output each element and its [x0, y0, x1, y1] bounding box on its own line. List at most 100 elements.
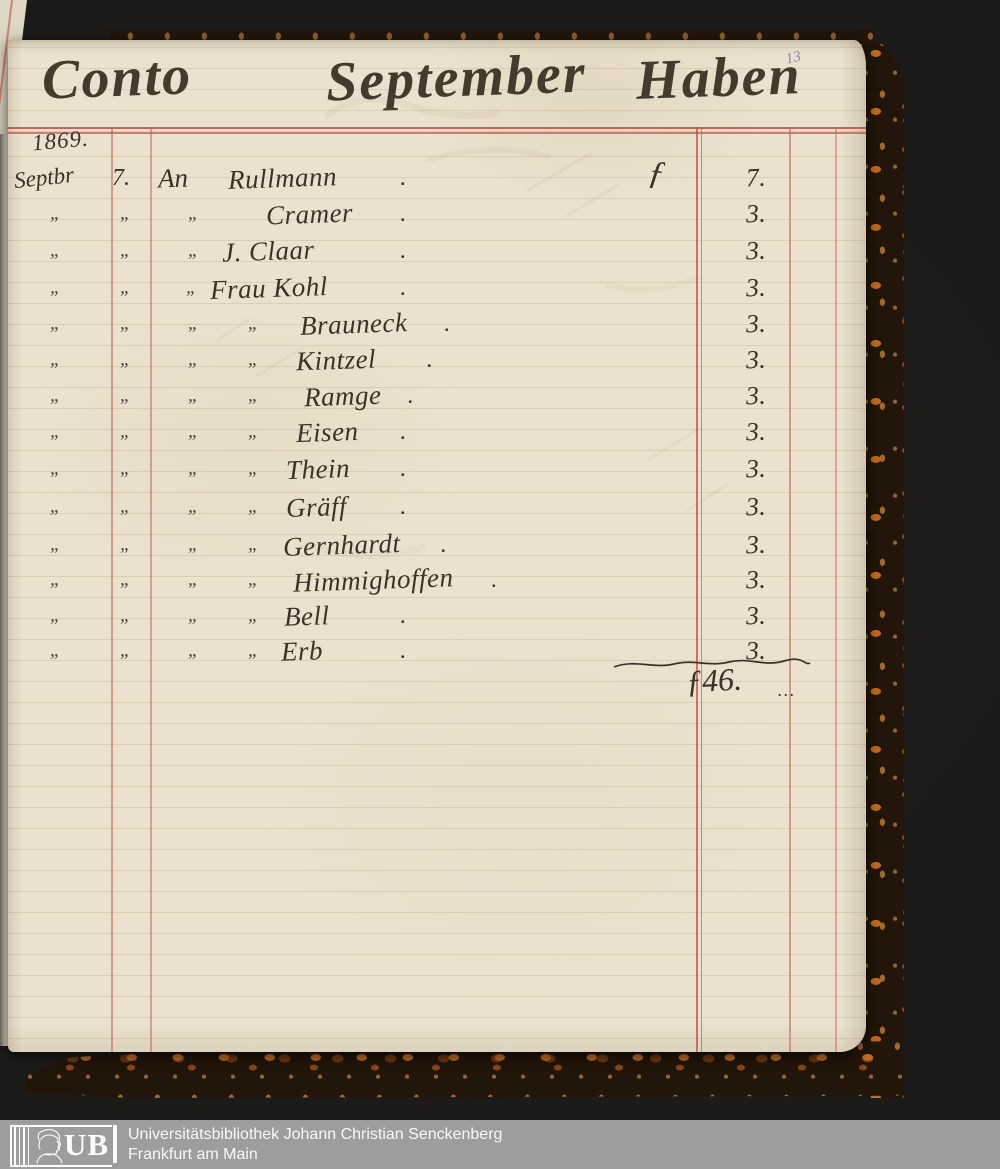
leader-dot: . — [400, 275, 406, 300]
goethe-portrait-icon — [36, 1128, 63, 1164]
entry-amount: 3. — [745, 198, 767, 229]
leader-dot: . — [400, 494, 406, 519]
date-cell: „ — [50, 569, 61, 590]
leader-dot: . — [400, 201, 406, 226]
ledger-row: „ „ „ „ Erb.... 3. — [8, 633, 866, 669]
date-cell: „ — [50, 605, 61, 626]
leader-dots: .. — [491, 562, 658, 598]
ditto-mark: „ — [188, 496, 199, 517]
leader-dot: . — [400, 638, 406, 663]
entry-name: Kintzel — [295, 343, 377, 377]
leader-dot: . — [400, 419, 406, 444]
ditto-mark: „ — [188, 240, 199, 261]
ditto-mark: „ — [248, 496, 259, 517]
leader-dot: . — [407, 383, 414, 408]
day-cell: „ — [120, 458, 131, 479]
ledger-row: „ „ „ „ Kintzel.... 3. — [8, 342, 866, 378]
entry-name: Himmighoffen — [292, 562, 454, 598]
library-name-line1: Universitätsbibliothek Johann Christian … — [128, 1126, 503, 1143]
entry-name: Rullmann — [227, 161, 338, 195]
date-cell: „ — [50, 240, 61, 261]
entry-name: Erb — [280, 635, 324, 667]
date-cell: „ — [50, 421, 61, 442]
leader-dot: . — [400, 165, 406, 190]
leader-dot: . — [400, 238, 406, 263]
ledger-row: „ „ „ „ Bell.... 3. — [8, 598, 866, 634]
day-cell: „ — [120, 496, 131, 517]
ub-logo: UB — [10, 1125, 112, 1167]
leader-dot: . — [400, 201, 406, 226]
ledger-row: „ „ „ „ Himmighoffen.. 3. — [8, 562, 866, 598]
entry-name: Gräff — [285, 490, 348, 524]
date-cell: „ — [50, 534, 61, 555]
day-cell: „ — [120, 421, 131, 442]
amount-column-rule-right — [789, 127, 791, 1052]
ledger-row: „ „ „ Frau Kohl.... 3. — [8, 270, 866, 306]
margin-rule-right — [835, 127, 837, 1052]
ditto-mark: „ — [248, 421, 259, 442]
entry-prefix: An — [157, 162, 189, 194]
date-column-rule — [111, 127, 113, 1052]
ditto-mark: „ — [248, 458, 259, 479]
date-cell: „ — [50, 203, 61, 224]
leader-dot: . — [400, 165, 406, 190]
ledger-row: „ „ „ „ Gernhardt... 3. — [8, 527, 866, 563]
header-rule-lower — [8, 132, 866, 134]
leader-dot: . — [400, 419, 406, 444]
leader-dots: .... — [400, 270, 658, 306]
header-word-haben: Haben — [634, 44, 803, 112]
date-cell: „ — [50, 496, 61, 517]
library-name: Universitätsbibliothek Johann Christian … — [128, 1125, 502, 1164]
entry-amount: 3. — [745, 416, 767, 447]
leader-dot: . — [426, 347, 433, 372]
entry-amount: 3. — [745, 380, 767, 411]
day-cell: „ — [120, 569, 131, 590]
leader-dot: . — [400, 165, 406, 190]
ledger-row: „ „ „ „ Gräff.... 3. — [8, 489, 866, 525]
leader-dot: . — [400, 419, 406, 444]
date-cell: „ — [50, 385, 61, 406]
ditto-mark: „ — [188, 569, 199, 590]
leader-dots: .... — [400, 196, 658, 232]
amount-column-rule-left-b — [700, 127, 702, 1052]
year-label: 1869. — [30, 125, 90, 156]
ditto-mark: „ — [188, 421, 199, 442]
entry-amount: 3. — [745, 529, 767, 560]
ditto-mark: „ — [188, 605, 199, 626]
date-cell: „ — [50, 458, 61, 479]
header-word-september: September — [324, 42, 588, 114]
leader-dot: . — [407, 383, 414, 408]
ledger-row: „ „ „ „ Eisen.... 3. — [8, 414, 866, 450]
ledger-row: „ „ „ „ Thein.... 3. — [8, 451, 866, 487]
ditto-mark: „ — [248, 569, 259, 590]
entry-name: Gernhardt — [282, 527, 401, 563]
leader-dot: . — [400, 238, 406, 263]
leader-dot: . — [400, 456, 406, 481]
entry-name: J. Claar — [221, 234, 316, 268]
logo-separator-bar — [113, 1125, 117, 1163]
date-cell: „ — [50, 640, 61, 661]
ditto-mark: „ — [188, 349, 199, 370]
day-column-rule — [150, 127, 152, 1052]
ledger-row: „ „ „ „ Brauneck... 3. — [8, 306, 866, 342]
ditto-mark: „ — [188, 203, 199, 224]
leader-dot: . — [444, 311, 450, 336]
leader-dot: . — [400, 275, 406, 300]
day-cell: „ — [120, 534, 131, 555]
leader-dot: . — [400, 638, 406, 663]
entry-amount: 3. — [745, 491, 767, 522]
day-cell: „ — [120, 349, 131, 370]
ditto-mark: „ — [188, 640, 199, 661]
leader-dot: . — [400, 201, 406, 226]
leader-dot: . — [400, 603, 406, 628]
leader-dot: . — [491, 567, 497, 592]
book-spine-lines-icon — [14, 1127, 32, 1165]
ditto-mark: „ — [188, 534, 199, 555]
leader-dot: . — [400, 275, 406, 300]
leader-dot: . — [400, 494, 406, 519]
date-cell: Septbr — [12, 161, 76, 194]
book-cover-edge-right — [862, 36, 904, 1098]
leader-dot: . — [400, 456, 406, 481]
date-cell: „ — [50, 313, 61, 334]
ledger-page: Conto September Haben 13 1869. Septbr 7. A… — [8, 40, 866, 1052]
